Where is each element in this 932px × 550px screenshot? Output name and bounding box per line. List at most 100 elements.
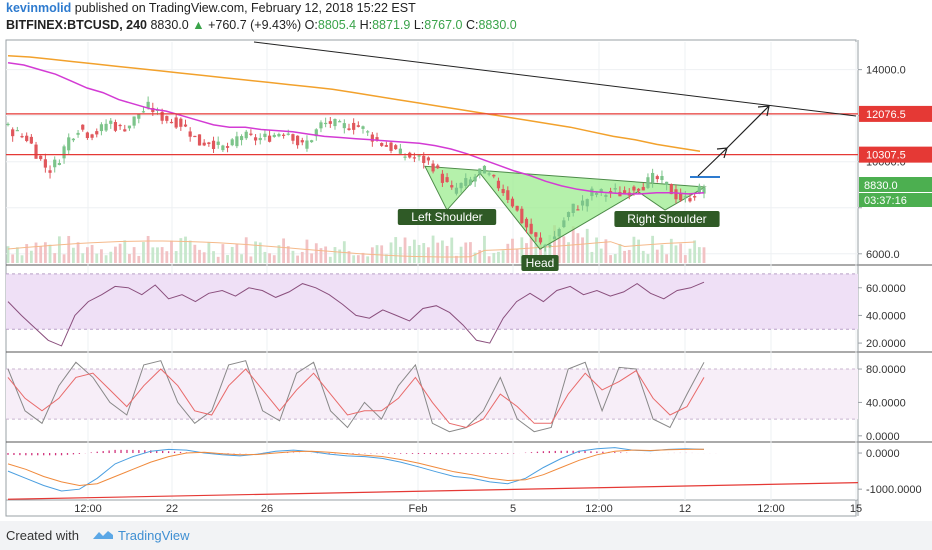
symbol-interval[interactable]: BITFINEX:BTCUSD, 240: [6, 18, 147, 32]
candle-body: [557, 229, 561, 237]
price-change: +760.7 (+9.43%): [208, 18, 302, 32]
volume-bar: [679, 243, 683, 263]
volume-bar: [669, 238, 673, 263]
candle-body: [655, 176, 659, 180]
rsi-tick-label: 40.0000: [866, 310, 906, 322]
volume-bar: [534, 236, 538, 263]
candle-body: [347, 128, 351, 130]
volume-bar: [29, 250, 33, 263]
volume-bar: [48, 244, 52, 263]
rsi-tick-label: 60.0000: [866, 283, 906, 295]
volume-bar: [95, 253, 99, 263]
candle-body: [515, 205, 519, 211]
candle-body: [352, 122, 356, 130]
rsi-tick-label: 20.0000: [866, 338, 906, 350]
candle-body: [174, 117, 178, 128]
volume-bar: [254, 241, 257, 263]
author-name[interactable]: kevinmolid: [6, 1, 72, 15]
candle-body: [697, 185, 701, 194]
volume-bar: [370, 247, 374, 263]
volume-bar: [487, 256, 491, 263]
volume-bar: [427, 247, 430, 263]
candle-body: [552, 236, 557, 240]
time-tick-label: 26: [261, 503, 273, 515]
volume-bar: [151, 247, 155, 263]
volume-bar: [137, 255, 141, 263]
candle-body: [90, 134, 94, 138]
candle-body: [118, 124, 122, 127]
candle-body: [99, 124, 104, 132]
candle-body: [548, 245, 552, 247]
volume-bar: [338, 249, 342, 263]
chart-canvas[interactable]: 12:00 22 26 Feb 5 12:00 12 12:00 156000.010000.0…: [0, 0, 932, 521]
candle-body: [67, 137, 71, 151]
macd-trendline: [7, 482, 859, 500]
volume-bar: [221, 244, 225, 263]
volume-bar: [394, 237, 398, 263]
volume-bar: [53, 253, 57, 263]
volume-bar: [39, 246, 43, 263]
volume-bar: [347, 251, 351, 263]
candle-body: [366, 131, 370, 133]
volume-bar: [90, 244, 94, 263]
volume-bar: [665, 254, 669, 263]
volume-bar: [478, 250, 482, 263]
volume-bar: [305, 239, 309, 263]
candle-body: [375, 137, 379, 140]
fast-moving-average-line: [7, 61, 705, 195]
left-shoulder-label: Left Shoulder: [411, 210, 482, 224]
volume-bar: [618, 244, 622, 263]
volume-bar: [128, 254, 131, 263]
volume-bar: [483, 235, 486, 263]
level-price-tag: [859, 146, 932, 163]
candle-body: [464, 178, 468, 186]
candle-body: [179, 118, 183, 127]
candle-body: [296, 135, 300, 146]
volume-bar: [655, 249, 659, 263]
volume-bar: [198, 249, 201, 263]
candle-body: [39, 155, 43, 160]
candle-body: [646, 177, 650, 188]
macd-tick-label: 0.0000: [866, 448, 900, 460]
volume-bar: [627, 249, 631, 263]
candle-body: [132, 116, 136, 126]
volume-bar: [25, 244, 29, 263]
candle-body: [104, 123, 108, 131]
volume-bar: [548, 234, 552, 263]
volume-bar: [539, 237, 542, 263]
macd-line: [7, 447, 705, 492]
candle-body: [338, 121, 342, 123]
volume-bar: [599, 248, 603, 263]
candle-body: [674, 189, 678, 200]
volume-bar: [123, 240, 127, 263]
low-label: L:: [413, 18, 425, 32]
volume-bar: [604, 239, 608, 263]
volume-bar: [431, 235, 435, 263]
volume-bar: [417, 245, 421, 263]
volume-bar: [100, 249, 103, 263]
volume-bar: [202, 252, 206, 263]
candle-body: [314, 129, 318, 137]
candle-body: [412, 157, 416, 159]
volume-bar: [408, 246, 412, 263]
volume-bar: [333, 247, 337, 263]
candle-body: [693, 196, 697, 198]
volume-bar: [398, 246, 402, 263]
volume-bar: [114, 246, 117, 263]
candle-body: [496, 180, 501, 189]
volume-bar: [469, 242, 472, 263]
volume-bar: [263, 251, 267, 263]
time-tick-label: 5: [510, 503, 516, 515]
volume-bar: [412, 239, 416, 263]
candle-body: [380, 143, 384, 146]
volume-bar: [651, 235, 655, 263]
candle-body: [608, 191, 613, 193]
candle-body: [277, 134, 281, 137]
open-label: O:: [304, 18, 318, 32]
price-tick-label: 6000.0: [866, 249, 900, 261]
candle-body: [580, 200, 585, 206]
tradingview-brand-link[interactable]: TradingView: [118, 528, 190, 543]
candle-body: [267, 135, 272, 142]
candle-body: [637, 188, 641, 191]
candle-body: [520, 208, 524, 224]
